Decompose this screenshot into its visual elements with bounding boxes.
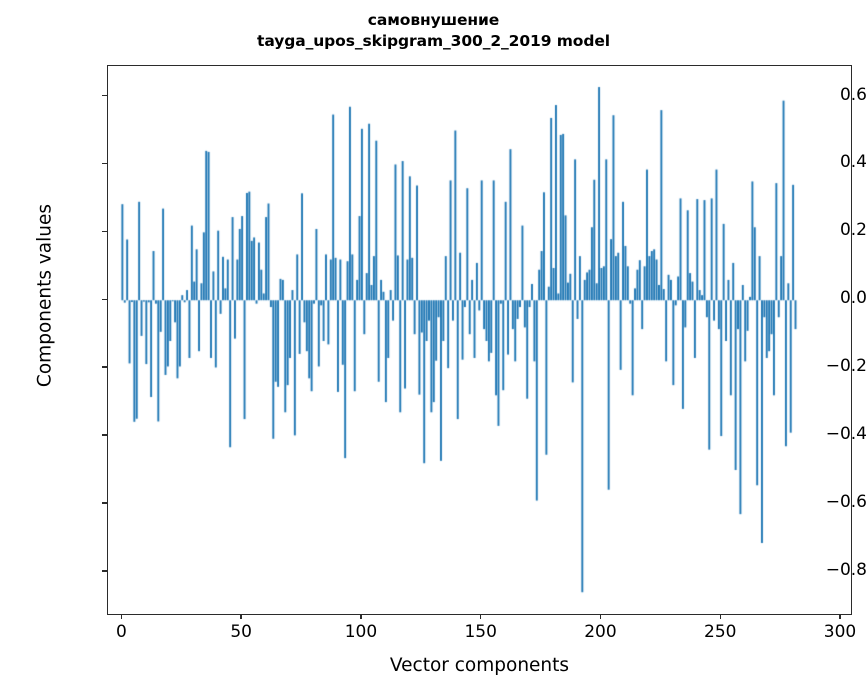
x-tick-mark [479,614,482,619]
y-tick-label: −0.4 [825,424,867,445]
x-axis-label: Vector components [389,655,570,676]
y-tick-mark [102,162,107,165]
y-tick-mark [102,502,107,504]
x-tick-label: 150 [464,622,497,642]
x-tick-label: 250 [704,622,737,642]
y-axis-label: Components values [34,203,56,388]
x-tick-mark [839,614,841,619]
x-tick-label: 0 [115,622,127,642]
y-tick-mark [102,230,107,233]
y-tick-mark [102,366,107,368]
y-tick-mark [102,298,107,300]
y-tick-label: 0.4 [839,152,867,173]
x-tick-label: 50 [230,622,252,642]
x-tick-label: 200 [584,622,617,642]
x-tick-mark [240,614,242,619]
x-tick-label: 100 [344,622,378,642]
y-tick-mark [102,570,107,572]
y-tick-label: −0.8 [825,559,867,580]
y-tick-mark [102,94,107,97]
chart-title: самовнушение tayga_upos_skipgram_300_2_2… [0,10,867,52]
x-tick-mark [360,614,362,619]
x-tick-mark [719,614,721,619]
chart-title-line-2: tayga_upos_skipgram_300_2_2019 model [257,32,610,50]
x-tick-mark [120,614,123,619]
y-tick-label: 0.2 [839,220,867,241]
x-tick-mark [599,614,602,619]
bar-series [108,66,851,614]
plot-axes [107,65,852,615]
y-tick-mark [102,434,107,436]
y-tick-label: −0.2 [825,356,867,377]
chart-title-line-1: самовнушение [367,11,500,29]
y-tick-label: −0.6 [825,491,867,512]
x-tick-label: 300 [823,622,857,642]
y-tick-label: 0.0 [839,288,867,309]
y-tick-label: 0.6 [839,84,867,105]
